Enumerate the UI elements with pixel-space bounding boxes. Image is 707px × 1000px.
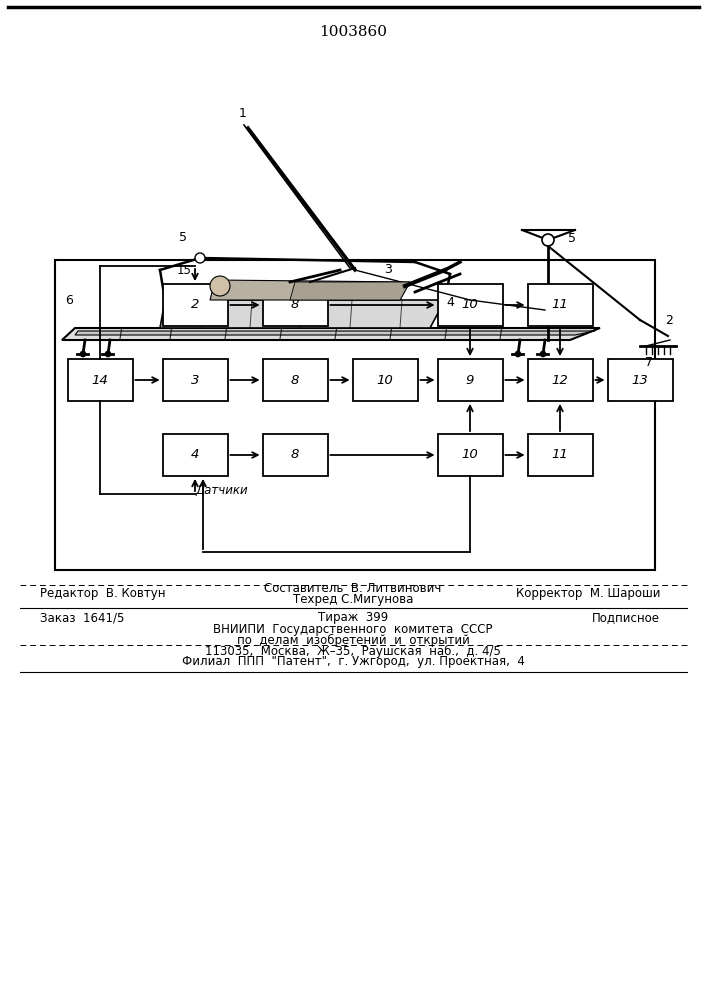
Text: 2: 2 <box>191 298 199 312</box>
Polygon shape <box>75 331 595 335</box>
Text: 7: 7 <box>645 356 653 369</box>
Bar <box>527 284 592 326</box>
Text: ВНИИПИ  Государственного  комитета  СССР: ВНИИПИ Государственного комитета СССР <box>214 624 493 637</box>
Text: 3: 3 <box>191 373 199 386</box>
Circle shape <box>80 351 86 357</box>
Text: 1003860: 1003860 <box>319 25 387 39</box>
Text: Корректор  М. Шароши: Корректор М. Шароши <box>515 587 660 600</box>
Bar <box>163 284 228 326</box>
Circle shape <box>105 351 111 357</box>
Bar <box>438 284 503 326</box>
Text: Редактор  В. Ковтун: Редактор В. Ковтун <box>40 587 165 600</box>
Circle shape <box>542 234 554 246</box>
Bar <box>163 359 228 401</box>
Text: 4: 4 <box>446 296 454 309</box>
Text: 1: 1 <box>239 107 247 120</box>
Text: 3: 3 <box>384 263 392 276</box>
Bar <box>163 434 228 476</box>
Text: Техред С.Мигунова: Техред С.Мигунова <box>293 593 413 606</box>
Bar <box>262 359 327 401</box>
Text: 10: 10 <box>462 298 479 312</box>
Polygon shape <box>210 280 410 300</box>
Text: 11: 11 <box>551 298 568 312</box>
Circle shape <box>540 351 546 357</box>
Text: 8: 8 <box>291 448 299 462</box>
Text: 11: 11 <box>551 448 568 462</box>
Text: 13: 13 <box>631 373 648 386</box>
Polygon shape <box>290 282 410 300</box>
Text: Филиал  ППП  "Патент",  г. Ужгород,  ул. Проектная,  4: Филиал ППП "Патент", г. Ужгород, ул. Про… <box>182 656 525 668</box>
Text: Подписное: Подписное <box>592 611 660 624</box>
Text: Составитель  В. Литвинович: Составитель В. Литвинович <box>264 582 442 594</box>
Text: 15: 15 <box>177 263 192 276</box>
Bar <box>527 434 592 476</box>
Bar <box>262 434 327 476</box>
Text: Заказ  1641/5: Заказ 1641/5 <box>40 611 124 624</box>
Text: 8: 8 <box>291 373 299 386</box>
Text: Датчики: Датчики <box>195 484 247 497</box>
Bar <box>438 434 503 476</box>
Text: 113035,  Москва,  Ж–35,  Раушская  наб.,  д. 4/5: 113035, Москва, Ж–35, Раушская наб., д. … <box>205 644 501 658</box>
Text: 14: 14 <box>92 373 108 386</box>
Circle shape <box>195 253 205 263</box>
Text: Тираж  399: Тираж 399 <box>318 611 388 624</box>
Bar <box>262 284 327 326</box>
Text: 9: 9 <box>466 373 474 386</box>
Text: 2: 2 <box>665 314 673 326</box>
Polygon shape <box>62 328 600 340</box>
Text: 10: 10 <box>462 448 479 462</box>
Text: 4: 4 <box>191 448 199 462</box>
Polygon shape <box>160 300 445 328</box>
Bar <box>67 359 132 401</box>
Bar <box>353 359 418 401</box>
Text: 12: 12 <box>551 373 568 386</box>
Text: 6: 6 <box>65 294 73 306</box>
Text: 8: 8 <box>291 298 299 312</box>
Bar <box>55 260 655 570</box>
Circle shape <box>515 351 521 357</box>
Bar <box>607 359 672 401</box>
Circle shape <box>210 276 230 296</box>
Bar <box>527 359 592 401</box>
Text: 5: 5 <box>568 232 576 244</box>
Text: по  делам  изобретений  и  открытий: по делам изобретений и открытий <box>237 633 469 647</box>
Bar <box>438 359 503 401</box>
Text: 5: 5 <box>179 231 187 244</box>
Text: 10: 10 <box>377 373 393 386</box>
